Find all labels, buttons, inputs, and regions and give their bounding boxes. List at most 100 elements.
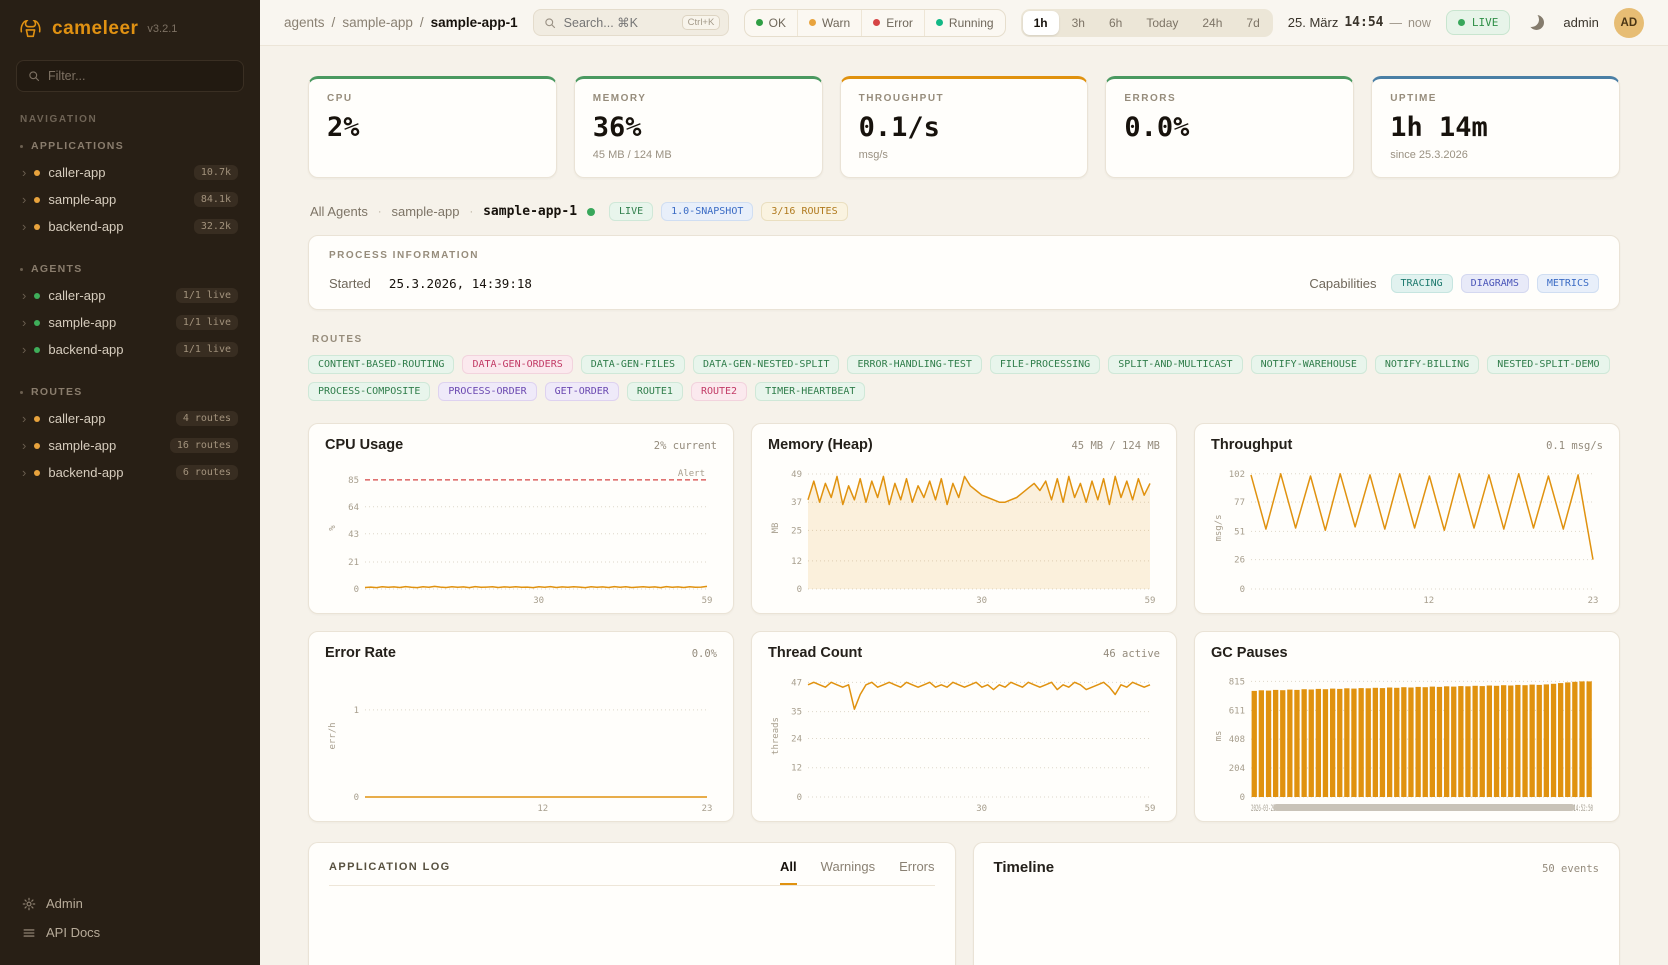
theme-toggle-button[interactable] [1525,11,1548,34]
route-badge[interactable]: FILE-PROCESSING [990,355,1100,374]
sidebar-item-backend-app[interactable]: ›backend-app6 routes [14,459,246,486]
svg-text:MB: MB [771,523,781,534]
sidebar-group-header[interactable]: ROUTES [14,383,246,405]
time-label: 14:54 [1344,15,1383,30]
sidebar-filter[interactable] [16,60,244,92]
user-name[interactable]: admin [1563,15,1598,30]
log-tab-warnings[interactable]: Warnings [821,859,875,885]
stat-value: 36% [593,112,804,143]
time-range-1h[interactable]: 1h [1023,11,1059,35]
svg-text:611: 611 [1229,706,1245,716]
sidebar-group-label: AGENTS [31,263,83,275]
sidebar-item-sample-app[interactable]: ›sample-app1/1 live [14,309,246,336]
route-badge[interactable]: PROCESS-COMPOSITE [308,382,430,401]
sidebar-footer-admin[interactable]: Admin [14,889,246,918]
time-range-6h[interactable]: 6h [1098,11,1133,35]
sidebar-group-header[interactable]: APPLICATIONS [14,137,246,159]
route-badge[interactable]: DATA-GEN-FILES [581,355,685,374]
status-dot [34,443,40,449]
route-badge[interactable]: ERROR-HANDLING-TEST [847,355,981,374]
datetime-control[interactable]: 25. März 14:54 — now [1288,15,1431,30]
agent-badges: LIVE1.0-SNAPSHOT3/16 ROUTES [609,202,848,221]
chart-title: Error Rate [325,645,396,661]
time-range-7d[interactable]: 7d [1235,11,1270,35]
sidebar-item-backend-app[interactable]: ›backend-app32.2k [14,213,246,240]
route-badge[interactable]: TIMER-HEARTBEAT [755,382,865,401]
svg-text:Alert: Alert [678,469,705,479]
breadcrumb-item[interactable]: agents [284,15,325,30]
chevron-right-icon: › [22,439,26,452]
sidebar-footer-api-docs[interactable]: API Docs [14,918,246,947]
sidebar-item-badge: 32.2k [194,219,238,234]
route-badge[interactable]: NOTIFY-WAREHOUSE [1251,355,1367,374]
search-icon [28,70,40,82]
route-badge[interactable]: GET-ORDER [545,382,619,401]
route-badge[interactable]: NOTIFY-BILLING [1375,355,1479,374]
route-badge[interactable]: PROCESS-ORDER [438,382,536,401]
nav-heading: NAVIGATION [20,114,240,125]
route-badge[interactable]: DATA-GEN-NESTED-SPLIT [693,355,839,374]
sidebar-item-label: sample-app [48,192,116,207]
agent-crumb[interactable]: All Agents [310,204,368,219]
route-badge[interactable]: SPLIT-AND-MULTICAST [1108,355,1242,374]
stat-value: 2% [327,112,538,143]
live-toggle[interactable]: LIVE [1446,10,1511,35]
live-label: LIVE [1472,16,1499,29]
chart-card-throughput: Throughput0.1 msg/s0265177102msg/s1223 [1194,423,1620,614]
sidebar-item-caller-app[interactable]: ›caller-app10.7k [14,159,246,186]
status-filter-running[interactable]: Running [924,10,1005,36]
sidebar-item-badge: 4 routes [176,411,238,426]
stat-subtext: 45 MB / 124 MB [593,149,804,162]
sidebar-item-caller-app[interactable]: ›caller-app1/1 live [14,282,246,309]
svg-text:msg/s: msg/s [1214,514,1224,541]
sidebar-item-label: caller-app [48,165,105,180]
route-badge[interactable]: ROUTE1 [627,382,683,401]
status-dot [34,293,40,299]
cameleer-logo-icon [18,18,43,40]
time-range-3h[interactable]: 3h [1061,11,1096,35]
log-tab-errors[interactable]: Errors [899,859,934,885]
log-tab-all[interactable]: All [780,859,797,885]
sidebar-filter-input[interactable] [48,69,232,83]
status-filter-error[interactable]: Error [861,10,924,36]
route-badge[interactable]: NESTED-SPLIT-DEMO [1487,355,1609,374]
time-range-24h[interactable]: 24h [1191,11,1233,35]
route-badge[interactable]: ROUTE2 [691,382,747,401]
status-dot [34,224,40,230]
stat-subtext [1124,149,1335,162]
chart-meta: 46 active [1103,648,1160,660]
chevron-right-icon: › [22,289,26,302]
sidebar-item-badge: 1/1 live [176,315,238,330]
stat-label: UPTIME [1390,93,1601,104]
sidebar-item-sample-app[interactable]: ›sample-app84.1k [14,186,246,213]
svg-text:85: 85 [348,476,359,486]
status-dot [34,347,40,353]
timeline-header: Timeline 50 events [994,859,1600,876]
sidebar-item-backend-app[interactable]: ›backend-app1/1 live [14,336,246,363]
avatar[interactable]: AD [1614,8,1644,38]
svg-text:51: 51 [1234,527,1245,537]
group-collapse-icon [20,268,23,271]
sidebar-item-sample-app[interactable]: ›sample-app16 routes [14,432,246,459]
stat-label: ERRORS [1124,93,1335,104]
chart-plot-gc-pauses: 0204408611815ms2026-03-25 14:39:20 2026-… [1211,663,1603,815]
app-version: v3.2.1 [147,23,177,35]
search-input[interactable] [564,16,674,30]
search-box[interactable]: Ctrl+K [533,9,729,36]
log-tabs: All Warnings Errors [780,859,934,885]
route-badge[interactable]: DATA-GEN-ORDERS [462,355,572,374]
breadcrumb-item[interactable]: sample-app [342,15,413,30]
sidebar-group: APPLICATIONS›caller-app10.7k›sample-app8… [14,137,246,240]
status-filter-warn[interactable]: Warn [797,10,861,36]
datetime-separator: — [1389,16,1402,30]
agent-crumb[interactable]: sample-app [392,204,460,219]
route-badge[interactable]: CONTENT-BASED-ROUTING [308,355,454,374]
sidebar-footer: AdminAPI Docs [14,889,246,947]
sidebar-group-label: ROUTES [31,386,83,398]
svg-text:815: 815 [1229,677,1245,687]
sidebar-group-header[interactable]: AGENTS [14,260,246,282]
status-filter-ok[interactable]: OK [745,10,797,36]
chart-meta: 0.0% [692,648,717,660]
time-range-today[interactable]: Today [1135,11,1189,35]
sidebar-item-caller-app[interactable]: ›caller-app4 routes [14,405,246,432]
